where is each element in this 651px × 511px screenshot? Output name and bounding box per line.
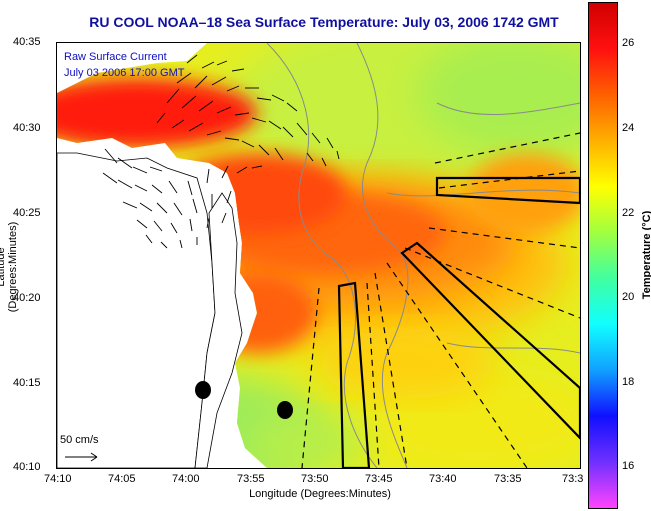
x-tick-label: 73:50: [301, 473, 329, 485]
colorbar-tick: 20: [622, 291, 635, 303]
sst-map-svg: [57, 43, 580, 468]
x-tick-label: 73:55: [237, 473, 265, 485]
colorbar-tick: 22: [622, 207, 635, 219]
sst-map: [56, 42, 581, 469]
x-tick-label: 73:35: [494, 473, 522, 485]
colorbar-tick: 26: [622, 37, 635, 49]
current-legend-line2: July 03 2006 17:00 GMT: [64, 67, 185, 79]
y-tick-label: 40:25: [13, 207, 41, 219]
colorbar-label: Temperature (°C): [641, 210, 651, 300]
colorbar: [588, 2, 618, 509]
x-tick-label: 73:3: [562, 473, 584, 485]
station-marker: [277, 401, 293, 419]
station-marker: [195, 381, 211, 399]
x-tick-label: 73:40: [429, 473, 457, 485]
scale-label: 50 cm/s: [60, 434, 99, 446]
bathymetry-contours: [266, 43, 580, 468]
land-area: [57, 152, 216, 468]
colorbar-tick: 24: [622, 122, 635, 134]
y-tick-label: 40:30: [13, 122, 41, 134]
x-tick-label: 74:10: [44, 473, 72, 485]
x-tick-label: 73:45: [365, 473, 393, 485]
transect-lines: [301, 132, 580, 468]
x-tick-label: 74:05: [108, 473, 136, 485]
temperature-field: [57, 43, 580, 468]
survey-boxes: [337, 176, 580, 468]
y-axis-label: Latitude (Degrees:Minutes): [0, 221, 19, 313]
scale-arrow-icon: [65, 452, 98, 462]
y-tick-label: 40:15: [13, 377, 41, 389]
x-axis-label: Longitude (Degrees:Minutes): [249, 488, 391, 500]
x-tick-label: 74:00: [172, 473, 200, 485]
colorbar-tick: 16: [622, 460, 635, 472]
current-vectors: [102, 54, 340, 249]
y-tick-label: 40:10: [13, 461, 41, 473]
barrier-island: [194, 192, 243, 468]
current-legend-line1: Raw Surface Current: [64, 51, 167, 63]
y-tick-label: 40:20: [13, 292, 41, 304]
y-tick-label: 40:35: [13, 36, 41, 48]
colorbar-tick: 18: [622, 376, 635, 388]
map-title: RU COOL NOAA–18 Sea Surface Temperature:…: [89, 14, 559, 30]
